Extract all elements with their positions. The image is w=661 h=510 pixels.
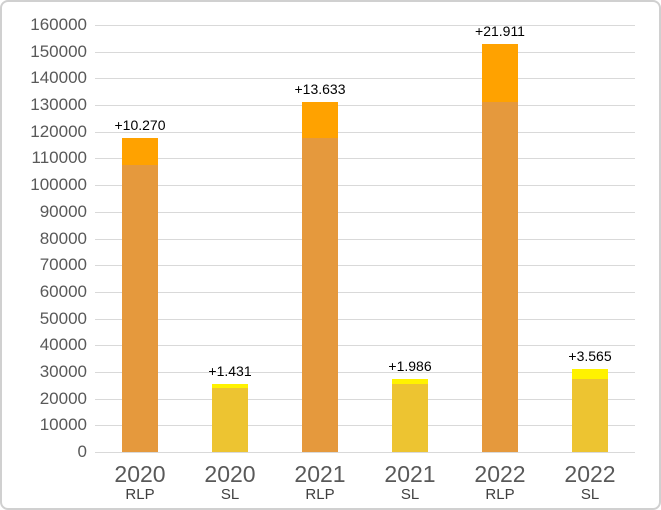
bar-2020-sl-increase [212, 384, 248, 388]
gridline [95, 265, 635, 266]
x-axis-group-label-2022-rlp: RLP [485, 486, 515, 503]
y-axis-tick-label: 130000 [30, 95, 87, 114]
gridline [95, 452, 635, 453]
gridline [95, 132, 635, 133]
x-axis-group-label-2021-sl: SL [400, 486, 420, 503]
gridline [95, 425, 635, 426]
bar-2020-rlp-increase [122, 138, 158, 165]
gridline [95, 52, 635, 53]
x-axis-group-label-2020-sl: SL [220, 486, 240, 503]
data-label-2022-sl: +3.565 [568, 348, 612, 364]
y-axis-tick-label: 50000 [39, 309, 87, 328]
bar-2022-sl-increase [572, 369, 608, 379]
gridline [95, 158, 635, 159]
y-axis-tick-label: 40000 [39, 335, 87, 354]
data-label-2022-rlp: +21.911 [475, 23, 525, 39]
bar-2020-sl-base [212, 388, 248, 452]
gridline [95, 345, 635, 346]
gridline [95, 319, 635, 320]
gridline [95, 25, 635, 26]
y-axis-tick-label: 10000 [39, 415, 87, 434]
gridline [95, 105, 635, 106]
y-axis-tick-label: 110000 [31, 148, 87, 167]
x-axis-year-label-2022-rlp: 2022 [474, 461, 526, 487]
bar-2022-rlp-increase [482, 44, 518, 102]
x-axis-year-label-2020-sl: 2020 [204, 461, 256, 487]
data-label-2020-rlp: +10.270 [114, 117, 166, 133]
data-label-2021-sl: +1.986 [388, 358, 432, 374]
y-axis-tick-label: 80000 [39, 229, 87, 248]
y-axis-tick-label: 20000 [39, 389, 87, 408]
x-axis-year-label-2022-sl: 2022 [564, 461, 616, 487]
gridline [95, 292, 635, 293]
data-label-2021-rlp: +13.633 [294, 81, 346, 97]
y-axis-tick-label: 30000 [39, 362, 87, 381]
x-axis-group-label-2020-rlp: RLP [125, 486, 155, 503]
x-axis-year-label-2020-rlp: 2020 [114, 461, 166, 487]
gridline [95, 185, 635, 186]
bar-2021-sl-increase [392, 379, 428, 384]
y-axis-tick-label: 140000 [30, 68, 87, 87]
y-axis-tick-label: 160000 [30, 15, 87, 34]
y-axis-tick-label: 0 [77, 442, 87, 461]
y-axis-tick-label: 150000 [30, 42, 87, 61]
bar-2021-sl-base [392, 384, 428, 452]
gridline [95, 372, 635, 373]
bar-2021-rlp-increase [302, 102, 338, 138]
y-axis-tick-label: 120000 [30, 122, 87, 141]
gridline [95, 239, 635, 240]
bar-2020-rlp-base [122, 165, 158, 452]
y-axis-tick-label: 70000 [39, 255, 87, 274]
gridline [95, 399, 635, 400]
y-axis-tick-label: 90000 [39, 202, 87, 221]
gridline [95, 78, 635, 79]
x-axis-group-label-2021-rlp: RLP [305, 486, 335, 503]
data-label-2020-sl: +1.431 [208, 363, 252, 379]
x-axis-group-label-2022-sl: SL [580, 486, 600, 503]
bar-2022-rlp-base [482, 102, 518, 452]
bar-2021-rlp-base [302, 138, 338, 452]
y-axis-tick-label: 60000 [39, 282, 87, 301]
x-axis-year-label-2021-sl: 2021 [384, 461, 436, 487]
bar-2022-sl-base [572, 379, 608, 452]
x-axis-year-label-2021-rlp: 2021 [294, 461, 346, 487]
gridline [95, 212, 635, 213]
y-axis-tick-label: 100000 [30, 175, 87, 194]
